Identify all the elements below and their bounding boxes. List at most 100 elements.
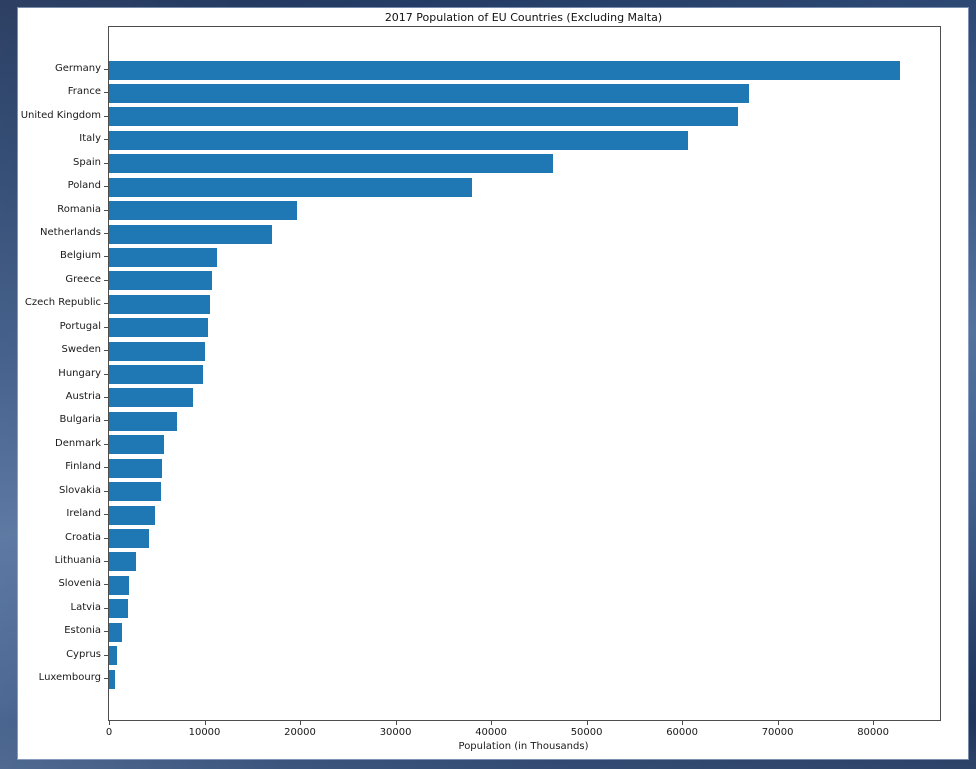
- x-tick-mark: [491, 721, 493, 725]
- bar-slovakia: [109, 482, 161, 502]
- x-tick-label: 80000: [857, 727, 889, 738]
- bar-france: [109, 83, 749, 103]
- x-tick-mark: [586, 721, 588, 725]
- x-axis-label: Population (in Thousands): [458, 741, 589, 752]
- x-tick-label: 10000: [188, 727, 221, 738]
- bar-portugal: [109, 318, 208, 338]
- y-tick-label: Italy: [79, 133, 101, 145]
- y-tick-mark: [104, 256, 108, 258]
- x-tick-mark: [300, 721, 301, 725]
- bar-slovenia: [109, 575, 129, 595]
- bar-finland: [109, 458, 162, 478]
- y-tick-mark: [104, 209, 108, 211]
- y-tick-mark: [104, 654, 108, 656]
- y-tick-label: Estonia: [64, 625, 101, 637]
- bar-greece: [109, 271, 212, 291]
- y-tick-mark: [104, 115, 108, 117]
- bar-czech-republic: [109, 294, 211, 314]
- y-tick-label: Slovakia: [59, 484, 101, 496]
- y-tick-mark: [104, 139, 108, 141]
- y-tick-mark: [104, 373, 108, 375]
- y-tick-mark: [104, 537, 108, 539]
- bar-hungary: [109, 365, 203, 384]
- y-tick-label: Finland: [65, 461, 101, 473]
- y-tick-mark: [104, 490, 108, 492]
- y-tick-mark: [104, 186, 108, 188]
- y-tick-mark: [104, 514, 108, 515]
- x-tick-label: 50000: [570, 727, 603, 738]
- y-tick-mark: [104, 279, 108, 281]
- y-tick-mark: [104, 467, 108, 469]
- y-tick-label: Czech Republic: [24, 297, 101, 309]
- y-tick-label: Cyprus: [66, 648, 101, 660]
- y-tick-label: United Kingdom: [20, 109, 101, 121]
- bar-cyprus: [109, 646, 118, 666]
- bar-spain: [109, 154, 554, 174]
- bar-ireland: [109, 505, 155, 525]
- y-tick-label: Latvia: [70, 601, 101, 613]
- y-tick-label: Germany: [55, 63, 101, 74]
- y-tick-mark: [104, 303, 108, 305]
- y-tick-mark: [104, 584, 108, 586]
- x-tick-label: 20000: [284, 727, 316, 738]
- y-tick-mark: [104, 420, 108, 422]
- y-tick-label: Austria: [65, 390, 101, 402]
- y-tick-label: Luxembourg: [38, 672, 101, 683]
- y-tick-label: Hungary: [58, 367, 101, 379]
- bar-estonia: [109, 622, 122, 642]
- y-tick-mark: [104, 69, 108, 70]
- y-tick-mark: [104, 350, 108, 352]
- y-tick-mark: [104, 443, 108, 445]
- y-tick-label: Spain: [73, 156, 101, 168]
- y-tick-label: Netherlands: [40, 227, 101, 238]
- y-tick-mark: [104, 607, 108, 609]
- y-tick-mark: [104, 631, 108, 633]
- x-tick-label: 0: [105, 727, 113, 738]
- bar-bulgaria: [109, 411, 177, 431]
- y-tick-mark: [104, 678, 108, 679]
- bar-lithuania: [109, 552, 137, 572]
- y-tick-label: Sweden: [61, 344, 101, 356]
- x-tick-mark: [873, 721, 875, 725]
- bar-luxembourg: [109, 669, 115, 689]
- x-tick-label: 40000: [475, 727, 507, 738]
- bar-belgium: [109, 247, 218, 267]
- bar-united-kingdom: [109, 107, 738, 127]
- y-tick-label: France: [67, 86, 101, 98]
- plot-area: [108, 26, 941, 721]
- x-tick-label: 70000: [761, 727, 794, 738]
- bar-romania: [109, 201, 297, 220]
- y-tick-label: Ireland: [66, 508, 101, 519]
- bar-denmark: [109, 435, 164, 455]
- y-tick-mark: [104, 326, 108, 328]
- y-tick-label: Belgium: [60, 250, 101, 262]
- y-tick-label: Bulgaria: [59, 414, 101, 426]
- bar-poland: [109, 177, 472, 197]
- figure-panel: 2017 Population of EU Countries (Excludi…: [17, 7, 969, 760]
- y-tick-label: Poland: [67, 180, 101, 192]
- y-tick-label: Romania: [57, 203, 101, 215]
- y-tick-label: Portugal: [59, 320, 101, 332]
- bar-sweden: [109, 341, 205, 361]
- y-tick-label: Greece: [65, 273, 101, 285]
- bar-croatia: [109, 529, 149, 548]
- bar-germany: [109, 60, 900, 80]
- x-tick-mark: [204, 721, 206, 725]
- y-tick-label: Denmark: [55, 437, 101, 449]
- y-tick-mark: [104, 396, 108, 398]
- bar-italy: [109, 130, 688, 150]
- x-tick-mark: [682, 721, 684, 725]
- x-tick-mark: [109, 721, 110, 725]
- chart-title: 2017 Population of EU Countries (Excludi…: [384, 11, 663, 24]
- y-tick-label: Slovenia: [58, 578, 101, 590]
- x-tick-mark: [395, 721, 397, 725]
- bar-latvia: [109, 599, 128, 619]
- y-tick-mark: [104, 560, 108, 562]
- y-tick-mark: [104, 162, 108, 164]
- bar-austria: [109, 388, 193, 408]
- bar-netherlands: [109, 224, 273, 244]
- x-tick-mark: [777, 721, 779, 725]
- y-tick-label: Lithuania: [54, 554, 101, 566]
- x-tick-label: 30000: [379, 727, 412, 738]
